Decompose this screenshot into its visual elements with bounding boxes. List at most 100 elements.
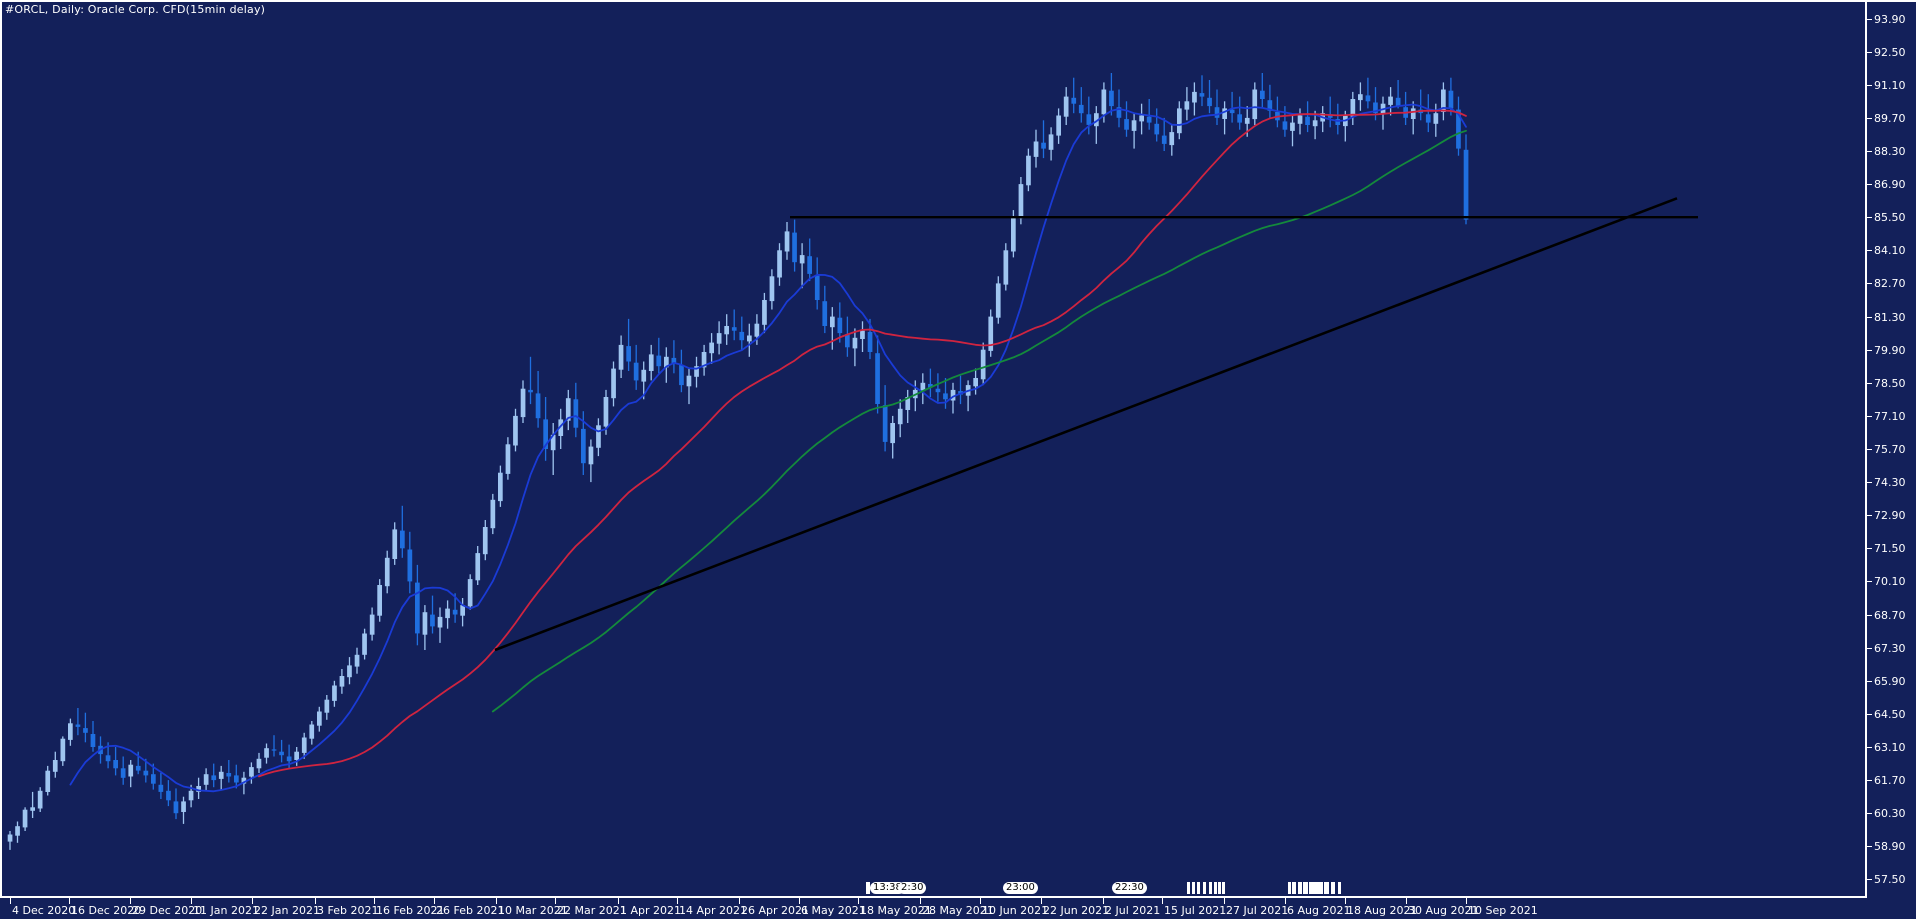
price-tick-mark bbox=[1867, 217, 1872, 219]
time-tick-mark bbox=[739, 898, 740, 904]
time-tick-label: 11 Jan 2021 bbox=[193, 904, 259, 917]
ma-mid-line bbox=[258, 109, 1467, 778]
time-tick-mark bbox=[191, 898, 192, 904]
time-tick-mark bbox=[10, 898, 11, 904]
intraday-time-label: 22:30 bbox=[1112, 882, 1147, 894]
price-axis[interactable]: 93.90 92.50 91.10 89.70 88.30 86.90 85.50 84.10… bbox=[1867, 0, 1916, 898]
price-tick-label: 60.30 bbox=[1874, 807, 1906, 821]
price-tick-label: 84.10 bbox=[1874, 244, 1906, 258]
time-label-sliver bbox=[1309, 882, 1312, 894]
time-tick-mark bbox=[69, 898, 70, 904]
time-tick-mark bbox=[1224, 898, 1225, 904]
time-label-sliver bbox=[1315, 882, 1318, 894]
price-tick-mark bbox=[1867, 747, 1872, 748]
time-tick-label: 22 Mar 2021 bbox=[557, 904, 627, 917]
price-tick-label: 67.30 bbox=[1874, 641, 1906, 655]
intraday-time-label: 2:30 bbox=[898, 882, 927, 894]
time-tick-label: 18 Aug 2021 bbox=[1347, 904, 1418, 917]
time-tick-mark bbox=[1162, 898, 1163, 904]
price-tick-mark bbox=[1867, 382, 1872, 384]
time-tick-label: 6 Aug 2021 bbox=[1287, 904, 1351, 917]
price-tick-mark bbox=[1867, 151, 1872, 152]
price-tick-label: 74.30 bbox=[1874, 476, 1906, 490]
price-tick-mark bbox=[1867, 581, 1872, 583]
chart-title: #ORCL, Daily: Oracle Corp. CFD(15min del… bbox=[3, 3, 268, 16]
time-tick-mark bbox=[315, 898, 316, 904]
time-tick-mark bbox=[980, 898, 981, 904]
price-tick-mark bbox=[1867, 184, 1872, 186]
price-tick-label: 79.90 bbox=[1874, 343, 1906, 357]
price-tick-label: 71.50 bbox=[1874, 542, 1906, 556]
intraday-time-label: 13:38 bbox=[870, 882, 905, 894]
time-label-sliver bbox=[1311, 882, 1315, 894]
price-tick-label: 65.90 bbox=[1874, 674, 1906, 688]
price-tick-mark bbox=[1867, 117, 1872, 119]
time-label-sliver bbox=[1192, 882, 1195, 894]
price-tick-mark bbox=[1867, 548, 1872, 550]
time-label-sliver bbox=[1298, 882, 1302, 894]
chart-frame-bottom bbox=[0, 896, 1866, 898]
price-tick-mark bbox=[1867, 482, 1872, 484]
time-tick-label: 28 May 2021 bbox=[922, 904, 994, 917]
price-tick-label: 92.50 bbox=[1874, 45, 1906, 59]
time-tick-mark bbox=[434, 898, 435, 904]
time-tick-label: 27 Jul 2021 bbox=[1226, 904, 1289, 917]
time-tick-mark bbox=[1406, 898, 1407, 904]
time-tick-label: 2 Jul 2021 bbox=[1105, 904, 1161, 917]
price-tick-mark bbox=[1867, 449, 1872, 450]
time-axis[interactable]: 4 Dec 2020 16 Dec 2020 29 Dec 2020 11 Jan 2… bbox=[0, 898, 1916, 919]
time-label-sliver bbox=[1331, 882, 1335, 894]
price-tick-mark bbox=[1867, 879, 1872, 881]
time-tick-mark bbox=[1345, 898, 1346, 904]
time-label-sliver bbox=[1318, 882, 1322, 894]
price-tick-label: 72.90 bbox=[1874, 509, 1906, 523]
price-tick-mark bbox=[1867, 515, 1872, 517]
price-tick-mark bbox=[1867, 51, 1872, 53]
time-label-sliver bbox=[1338, 882, 1341, 894]
time-tick-label: 10 Jun 2021 bbox=[982, 904, 1049, 917]
time-tick-mark bbox=[496, 898, 497, 904]
price-tick-mark bbox=[1867, 84, 1872, 86]
time-tick-label: 10 Sep 2021 bbox=[1468, 904, 1538, 917]
time-label-sliver bbox=[1292, 882, 1296, 894]
time-label-sliver bbox=[1209, 882, 1212, 894]
chart-plot-area[interactable]: 13:38 2:30 23:00 22:30 bbox=[2, 2, 1865, 896]
time-tick-mark bbox=[374, 898, 375, 904]
time-label-sliver bbox=[1304, 882, 1308, 894]
time-tick-mark bbox=[1041, 898, 1042, 904]
price-tick-mark bbox=[1867, 713, 1872, 715]
price-tick-mark bbox=[1867, 316, 1872, 318]
time-tick-mark bbox=[1103, 898, 1104, 904]
time-label-sliver bbox=[1222, 882, 1225, 894]
time-tick-mark bbox=[799, 898, 800, 904]
time-label-sliver bbox=[1324, 882, 1328, 894]
price-tick-label: 88.30 bbox=[1874, 145, 1906, 158]
rising-support-line[interactable] bbox=[494, 197, 1678, 652]
price-tick-label: 82.70 bbox=[1874, 277, 1906, 291]
time-tick-mark bbox=[252, 898, 253, 904]
time-tick-mark bbox=[920, 898, 921, 904]
time-tick-mark bbox=[1285, 898, 1286, 904]
time-tick-mark bbox=[555, 898, 556, 904]
price-tick-label: 58.90 bbox=[1874, 840, 1906, 854]
time-tick-mark bbox=[1466, 898, 1467, 904]
price-tick-label: 77.10 bbox=[1874, 409, 1906, 423]
time-tick-label: 4 Dec 2020 bbox=[12, 904, 76, 917]
candlestick-svg bbox=[7, 73, 1698, 850]
price-tick-mark bbox=[1867, 614, 1872, 616]
price-tick-mark bbox=[1867, 415, 1872, 417]
time-tick-mark bbox=[130, 898, 131, 904]
time-tick-label: 10 Mar 2021 bbox=[498, 904, 568, 917]
time-tick-label: 26 Apr 2021 bbox=[741, 904, 810, 917]
chart-frame-right bbox=[1865, 0, 1867, 898]
price-tick-label: 61.70 bbox=[1874, 774, 1906, 788]
time-tick-mark bbox=[618, 898, 619, 904]
time-label-sliver bbox=[866, 882, 870, 894]
price-tick-mark bbox=[1867, 250, 1872, 252]
time-tick-label: 16 Dec 2020 bbox=[71, 904, 142, 917]
price-tick-label: 93.90 bbox=[1874, 12, 1906, 26]
price-tick-label: 85.50 bbox=[1874, 211, 1906, 225]
price-tick-mark bbox=[1867, 680, 1872, 682]
price-tick-label: 86.90 bbox=[1874, 178, 1906, 192]
